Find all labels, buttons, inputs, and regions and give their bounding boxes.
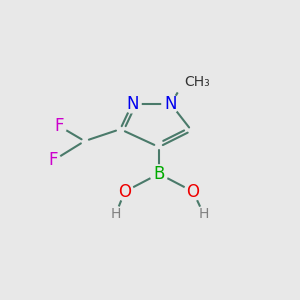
Text: H: H	[198, 207, 209, 221]
Circle shape	[184, 183, 202, 200]
Circle shape	[162, 95, 180, 113]
Circle shape	[108, 206, 123, 221]
Circle shape	[123, 95, 141, 113]
Circle shape	[150, 165, 168, 183]
Text: H: H	[111, 207, 121, 221]
Text: N: N	[126, 95, 138, 113]
Circle shape	[172, 70, 196, 94]
Text: O: O	[187, 183, 200, 201]
Circle shape	[52, 119, 67, 134]
Circle shape	[196, 206, 211, 221]
Text: F: F	[55, 117, 64, 135]
Text: N: N	[165, 95, 177, 113]
Text: F: F	[49, 152, 58, 169]
Text: CH₃: CH₃	[184, 75, 210, 88]
Circle shape	[46, 153, 61, 168]
Circle shape	[116, 183, 134, 200]
Text: B: B	[153, 165, 165, 183]
Text: O: O	[118, 183, 131, 201]
